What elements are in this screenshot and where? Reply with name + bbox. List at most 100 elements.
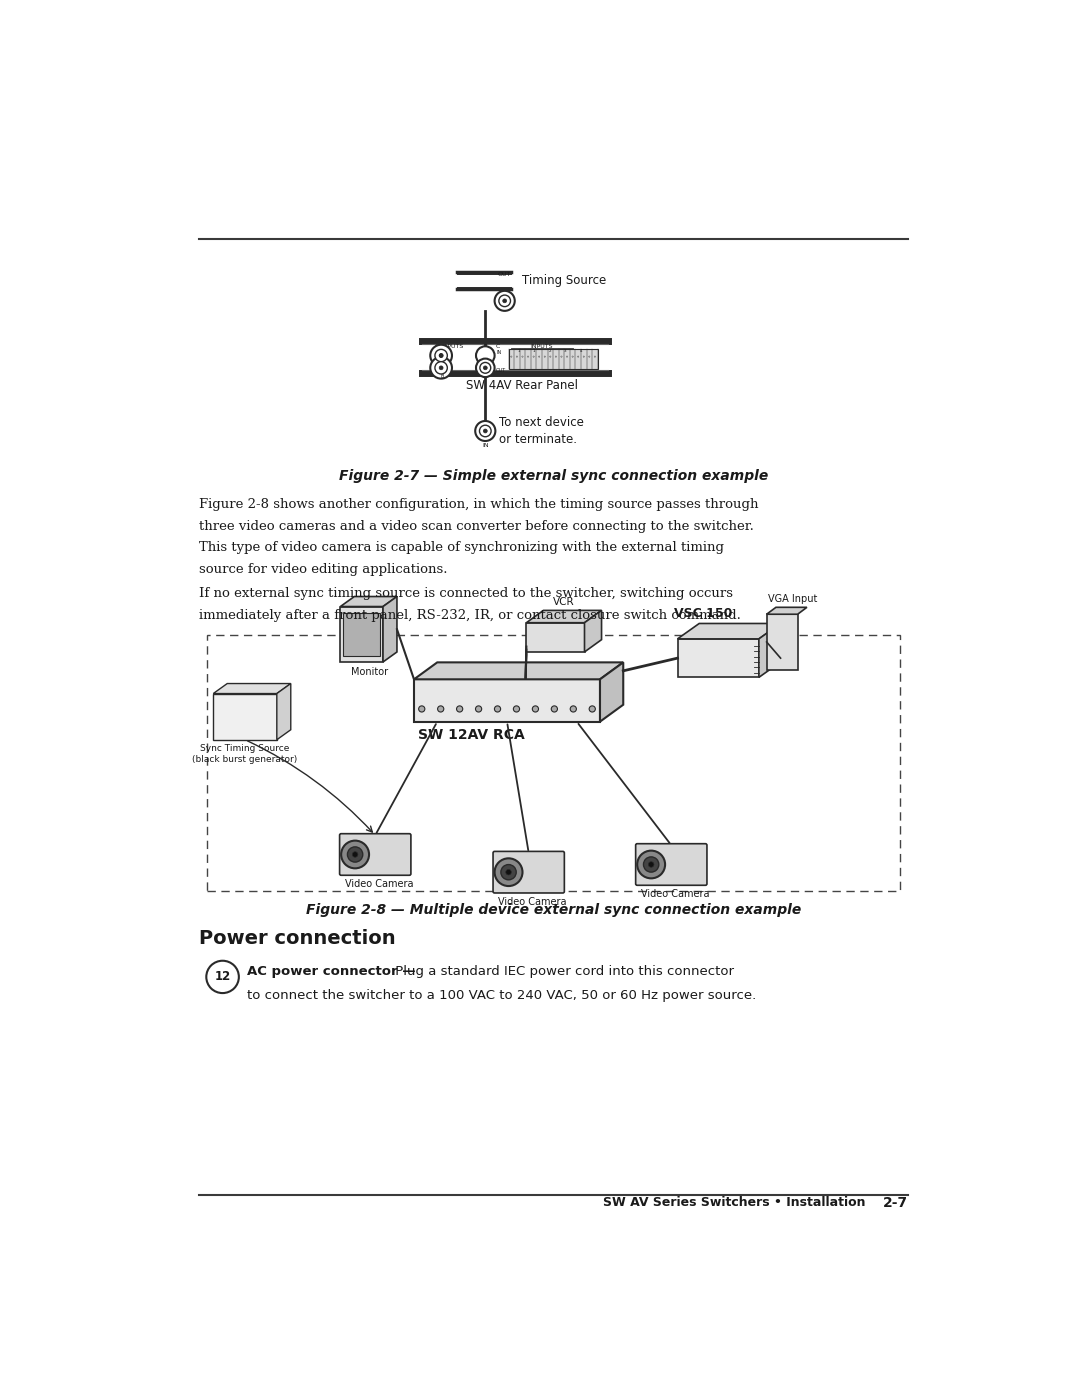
Text: 2: 2 — [549, 349, 551, 352]
Circle shape — [501, 865, 516, 880]
Text: Plug a standard IEC power cord into this connector: Plug a standard IEC power cord into this… — [391, 964, 733, 978]
Text: IN: IN — [482, 443, 488, 448]
Circle shape — [419, 705, 424, 712]
Circle shape — [475, 705, 482, 712]
Polygon shape — [414, 679, 600, 722]
Polygon shape — [767, 608, 807, 615]
Text: OUTPUTS: OUTPUTS — [434, 344, 463, 349]
Circle shape — [495, 291, 515, 312]
Circle shape — [440, 353, 443, 358]
Circle shape — [648, 862, 653, 868]
Circle shape — [435, 349, 447, 362]
Polygon shape — [213, 683, 291, 693]
Text: source for video editing applications.: source for video editing applications. — [200, 563, 448, 576]
Circle shape — [637, 851, 665, 879]
Text: Monitor: Monitor — [351, 666, 388, 676]
Circle shape — [480, 362, 490, 373]
Text: three video cameras and a video scan converter before connecting to the switcher: three video cameras and a video scan con… — [200, 520, 754, 532]
Text: Video Camera: Video Camera — [345, 879, 414, 888]
Circle shape — [475, 420, 496, 441]
Text: 3: 3 — [564, 349, 566, 352]
Text: SW 4AV Rear Panel: SW 4AV Rear Panel — [467, 380, 579, 393]
Text: 2-7: 2-7 — [882, 1196, 907, 1210]
Text: OUT: OUT — [496, 367, 507, 373]
Circle shape — [484, 366, 487, 370]
Circle shape — [437, 705, 444, 712]
Polygon shape — [526, 623, 584, 652]
Text: S: S — [484, 344, 487, 349]
Polygon shape — [584, 610, 602, 652]
Polygon shape — [759, 623, 781, 678]
Text: To next device
or terminate.: To next device or terminate. — [499, 416, 584, 446]
Polygon shape — [414, 662, 623, 679]
Circle shape — [352, 852, 357, 858]
Text: Figure 2-7 — Simple external sync connection example: Figure 2-7 — Simple external sync connec… — [339, 469, 768, 483]
Circle shape — [590, 705, 595, 712]
Polygon shape — [767, 615, 798, 669]
Circle shape — [499, 295, 511, 306]
Polygon shape — [213, 693, 276, 740]
Text: Sync Timing Source
(black burst generator): Sync Timing Source (black burst generato… — [192, 745, 298, 764]
Circle shape — [440, 366, 443, 370]
Polygon shape — [526, 610, 602, 623]
Text: IN: IN — [496, 349, 501, 355]
Text: If no external sync timing source is connected to the switcher, switching occurs: If no external sync timing source is con… — [200, 587, 733, 601]
Text: Timing Source: Timing Source — [523, 274, 607, 286]
Circle shape — [457, 705, 462, 712]
Circle shape — [513, 705, 519, 712]
Text: Power connection: Power connection — [200, 929, 396, 949]
Text: immediately after a front panel, RS-232, IR, or contact closure switch command.: immediately after a front panel, RS-232,… — [200, 609, 741, 622]
Bar — [343, 613, 380, 655]
Circle shape — [570, 705, 577, 712]
Circle shape — [430, 358, 451, 379]
Text: VCR: VCR — [553, 597, 575, 606]
Text: to connect the switcher to a 100 VAC to 240 VAC, 50 or 60 Hz power source.: to connect the switcher to a 100 VAC to … — [247, 989, 757, 1002]
Circle shape — [348, 847, 363, 862]
Circle shape — [502, 299, 507, 303]
Circle shape — [495, 705, 501, 712]
Text: Figure 2-8 — Multiple device external sync connection example: Figure 2-8 — Multiple device external sy… — [306, 902, 801, 916]
Text: SW 12AV RCA: SW 12AV RCA — [418, 728, 525, 742]
Circle shape — [206, 961, 239, 993]
Polygon shape — [677, 638, 759, 678]
Circle shape — [505, 869, 511, 875]
Text: INPUTS: INPUTS — [530, 344, 553, 349]
Circle shape — [644, 856, 659, 872]
Circle shape — [476, 346, 495, 365]
Circle shape — [532, 705, 539, 712]
Circle shape — [476, 359, 495, 377]
Polygon shape — [340, 597, 397, 606]
Text: This type of video camera is capable of synchronizing with the external timing: This type of video camera is capable of … — [200, 541, 725, 555]
Bar — [509, 349, 597, 369]
Text: A: A — [441, 366, 444, 372]
FancyBboxPatch shape — [494, 851, 565, 893]
Text: OUT: OUT — [498, 272, 511, 278]
Text: 1: 1 — [532, 349, 536, 352]
Text: C: C — [496, 344, 500, 349]
Circle shape — [430, 345, 451, 366]
Polygon shape — [340, 606, 383, 662]
Circle shape — [484, 429, 487, 433]
Text: AC power connector —: AC power connector — — [247, 964, 416, 978]
Text: Video Camera: Video Camera — [640, 888, 710, 900]
Polygon shape — [677, 623, 781, 638]
Circle shape — [341, 841, 369, 869]
Circle shape — [480, 425, 491, 437]
Text: VGA Input: VGA Input — [768, 594, 818, 605]
Polygon shape — [600, 662, 623, 722]
Polygon shape — [276, 683, 291, 740]
Text: 12: 12 — [215, 971, 231, 983]
FancyBboxPatch shape — [636, 844, 707, 886]
Circle shape — [551, 705, 557, 712]
Polygon shape — [383, 597, 397, 662]
Circle shape — [435, 362, 447, 374]
Text: 1: 1 — [517, 349, 519, 352]
Circle shape — [495, 858, 523, 886]
Text: 4: 4 — [579, 349, 582, 352]
FancyBboxPatch shape — [339, 834, 410, 876]
Text: SW AV Series Switchers • Installation: SW AV Series Switchers • Installation — [603, 1196, 865, 1210]
Text: Video Camera: Video Camera — [498, 897, 567, 907]
Text: VSC 150: VSC 150 — [674, 608, 732, 620]
Text: Figure 2-8 shows another configuration, in which the timing source passes throug: Figure 2-8 shows another configuration, … — [200, 497, 759, 511]
Text: B: B — [441, 374, 444, 379]
